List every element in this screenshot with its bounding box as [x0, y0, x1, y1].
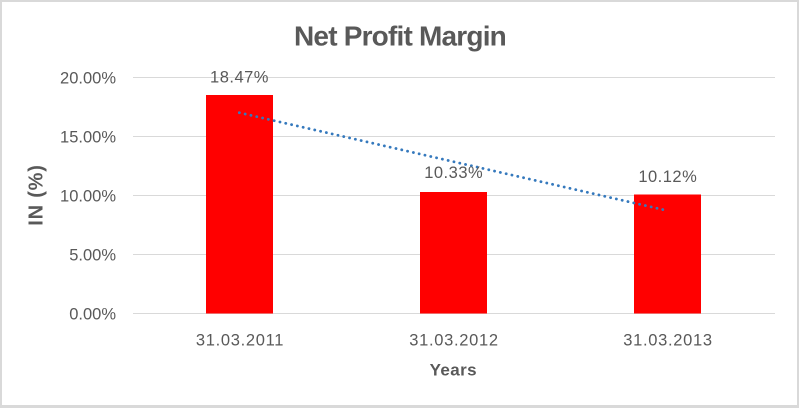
- svg-text:Net Profit Margin: Net Profit Margin: [294, 21, 506, 52]
- svg-text:15.00%: 15.00%: [60, 129, 116, 147]
- svg-text:31.03.2011: 31.03.2011: [196, 332, 284, 350]
- svg-text:20.00%: 20.00%: [60, 70, 116, 88]
- svg-text:31.03.2012: 31.03.2012: [409, 332, 499, 350]
- svg-text:10.33%: 10.33%: [424, 164, 483, 182]
- svg-text:10.12%: 10.12%: [638, 168, 697, 186]
- svg-text:5.00%: 5.00%: [69, 247, 116, 265]
- svg-text:10.00%: 10.00%: [60, 188, 116, 206]
- svg-text:31.03.2013: 31.03.2013: [623, 332, 713, 350]
- svg-text:IN (%): IN (%): [26, 164, 48, 225]
- svg-text:18.47%: 18.47%: [210, 69, 269, 87]
- svg-text:0.00%: 0.00%: [69, 306, 116, 324]
- svg-text:Years: Years: [430, 360, 477, 379]
